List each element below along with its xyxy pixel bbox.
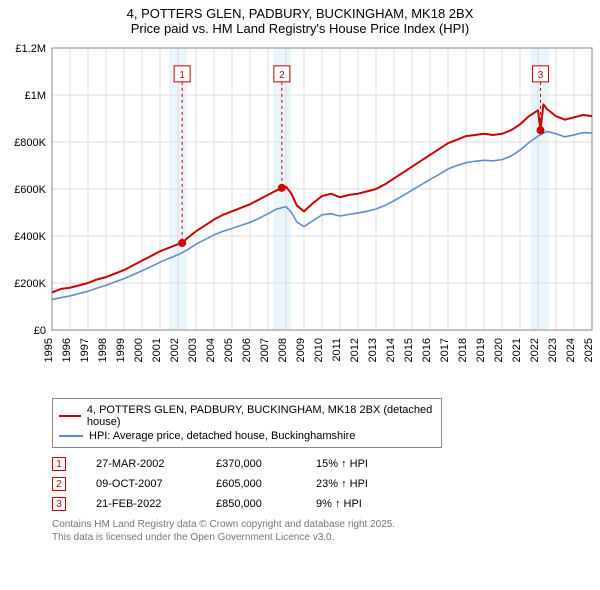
title-line-1: 4, POTTERS GLEN, PADBURY, BUCKINGHAM, MK… xyxy=(4,6,596,21)
svg-text:2006: 2006 xyxy=(241,338,253,362)
legend: 4, POTTERS GLEN, PADBURY, BUCKINGHAM, MK… xyxy=(52,398,442,448)
marker-table: 1 27-MAR-2002 £370,000 15% ↑ HPI 2 09-OC… xyxy=(52,454,590,514)
svg-text:2012: 2012 xyxy=(349,338,361,362)
legend-swatch-price xyxy=(59,415,81,418)
svg-text:2023: 2023 xyxy=(547,338,559,362)
svg-text:2009: 2009 xyxy=(295,338,307,362)
chart-svg: £0 £200K £400K £600K £800K £1M £1.2M 1995 1996 19… xyxy=(0,40,600,390)
svg-text:2021: 2021 xyxy=(511,338,523,362)
svg-text:£600K: £600K xyxy=(14,184,46,196)
svg-text:2016: 2016 xyxy=(421,338,433,362)
svg-text:1997: 1997 xyxy=(79,338,91,362)
marker-row: 2 09-OCT-2007 £605,000 23% ↑ HPI xyxy=(52,474,590,494)
marker-badge: 3 xyxy=(52,497,66,511)
svg-text:£200K: £200K xyxy=(14,278,46,290)
svg-text:2025: 2025 xyxy=(583,338,595,362)
svg-text:2024: 2024 xyxy=(565,338,577,362)
legend-label: HPI: Average price, detached house, Buck… xyxy=(89,430,355,442)
svg-text:1: 1 xyxy=(179,70,185,81)
title-line-2: Price paid vs. HM Land Registry's House … xyxy=(4,21,596,36)
svg-text:2010: 2010 xyxy=(313,338,325,362)
svg-text:1996: 1996 xyxy=(61,338,73,362)
legend-label: 4, POTTERS GLEN, PADBURY, BUCKINGHAM, MK… xyxy=(87,404,435,428)
legend-swatch-hpi xyxy=(59,435,83,437)
svg-text:2013: 2013 xyxy=(367,338,379,362)
svg-text:£1.2M: £1.2M xyxy=(15,43,46,55)
svg-text:2005: 2005 xyxy=(223,338,235,362)
marker-row: 1 27-MAR-2002 £370,000 15% ↑ HPI xyxy=(52,454,590,474)
svg-text:2014: 2014 xyxy=(385,338,397,362)
svg-text:1998: 1998 xyxy=(97,338,109,362)
footer-line-1: Contains HM Land Registry data © Crown c… xyxy=(52,518,590,531)
marker-row: 3 21-FEB-2022 £850,000 9% ↑ HPI xyxy=(52,494,590,514)
svg-text:2020: 2020 xyxy=(493,338,505,362)
marker-change: 23% ↑ HPI xyxy=(316,478,396,490)
marker-price: £850,000 xyxy=(216,498,286,510)
svg-text:2017: 2017 xyxy=(439,338,451,362)
svg-text:2: 2 xyxy=(279,70,285,81)
svg-text:2011: 2011 xyxy=(331,338,343,362)
footer: Contains HM Land Registry data © Crown c… xyxy=(52,518,590,544)
chart: £0 £200K £400K £600K £800K £1M £1.2M 1995 1996 19… xyxy=(0,40,600,390)
marker-date: 09-OCT-2007 xyxy=(96,478,186,490)
marker-price: £605,000 xyxy=(216,478,286,490)
svg-text:2015: 2015 xyxy=(403,338,415,362)
svg-text:2003: 2003 xyxy=(187,338,199,362)
svg-text:2019: 2019 xyxy=(475,338,487,362)
marker-price: £370,000 xyxy=(216,458,286,470)
marker-date: 21-FEB-2022 xyxy=(96,498,186,510)
marker-change: 9% ↑ HPI xyxy=(316,498,396,510)
svg-text:£1M: £1M xyxy=(25,90,46,102)
marker-badge: 1 xyxy=(52,457,66,471)
svg-text:2002: 2002 xyxy=(169,338,181,362)
legend-row: HPI: Average price, detached house, Buck… xyxy=(59,429,435,443)
chart-container: 4, POTTERS GLEN, PADBURY, BUCKINGHAM, MK… xyxy=(0,0,600,544)
svg-text:2018: 2018 xyxy=(457,338,469,362)
svg-text:£400K: £400K xyxy=(14,231,46,243)
svg-text:2008: 2008 xyxy=(277,338,289,362)
svg-text:2000: 2000 xyxy=(133,338,145,362)
svg-text:£800K: £800K xyxy=(14,137,46,149)
marker-date: 27-MAR-2002 xyxy=(96,458,186,470)
svg-text:2007: 2007 xyxy=(259,338,271,362)
legend-row: 4, POTTERS GLEN, PADBURY, BUCKINGHAM, MK… xyxy=(59,403,435,429)
marker-badge: 2 xyxy=(52,477,66,491)
svg-text:2001: 2001 xyxy=(151,338,163,362)
marker-change: 15% ↑ HPI xyxy=(316,458,396,470)
svg-text:1999: 1999 xyxy=(115,338,127,362)
title-block: 4, POTTERS GLEN, PADBURY, BUCKINGHAM, MK… xyxy=(0,0,600,40)
footer-line-2: This data is licensed under the Open Gov… xyxy=(52,531,590,544)
svg-text:2004: 2004 xyxy=(205,338,217,362)
svg-text:1995: 1995 xyxy=(43,338,55,362)
svg-text:3: 3 xyxy=(538,70,544,81)
svg-text:£0: £0 xyxy=(34,325,46,337)
svg-text:2022: 2022 xyxy=(529,338,541,362)
